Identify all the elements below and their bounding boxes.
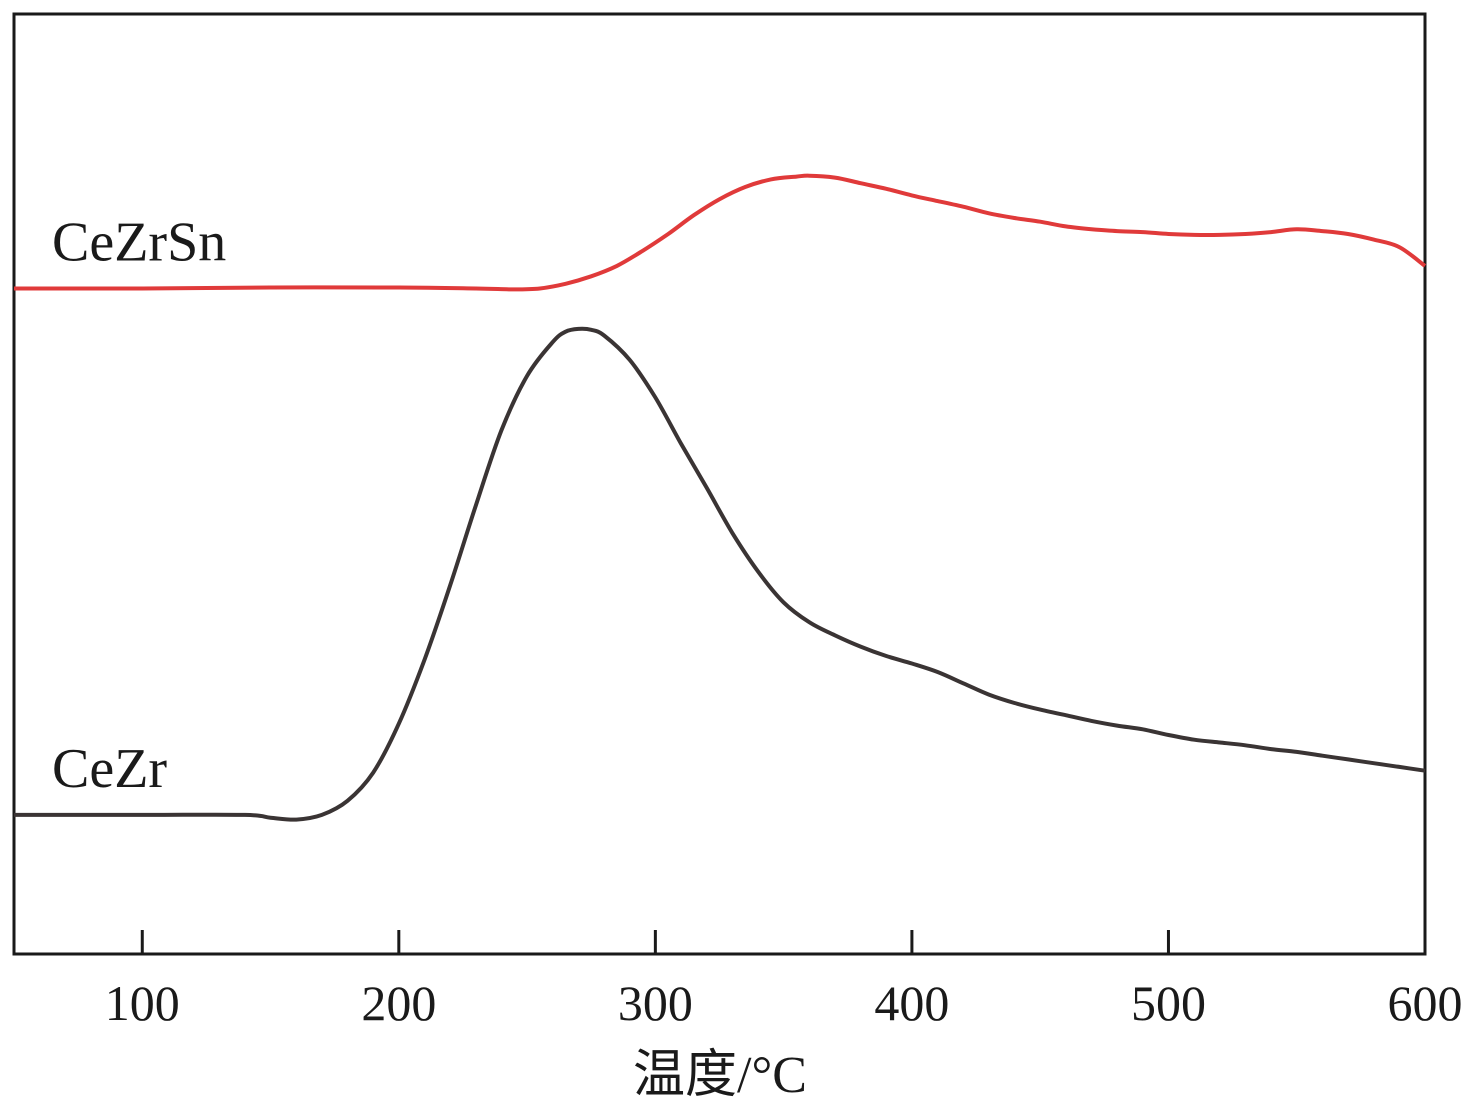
x-axis-ticks <box>140 930 1427 954</box>
x-axis-tick-labels: 100 200 300 400 500 600 <box>105 975 1463 1031</box>
x-tick-label-600: 600 <box>1388 975 1463 1031</box>
x-tick-label-100: 100 <box>105 975 180 1031</box>
series-labels: CeZrSn CeZr <box>52 211 226 799</box>
x-tick-label-300: 300 <box>618 975 693 1031</box>
x-axis-label: 温度/°C <box>633 1047 807 1104</box>
series-line-cezr <box>14 326 1426 822</box>
series-lines <box>13 173 1427 822</box>
series-label-cezr: CeZr <box>52 738 167 800</box>
x-tick-label-500: 500 <box>1131 975 1206 1031</box>
x-tick-label-200: 200 <box>361 975 436 1031</box>
series-line-cezrsn <box>13 173 1427 292</box>
x-tick-label-400: 400 <box>874 975 949 1031</box>
plot-frame <box>12 12 1427 956</box>
series-label-cezrsn: CeZrSn <box>52 211 226 273</box>
